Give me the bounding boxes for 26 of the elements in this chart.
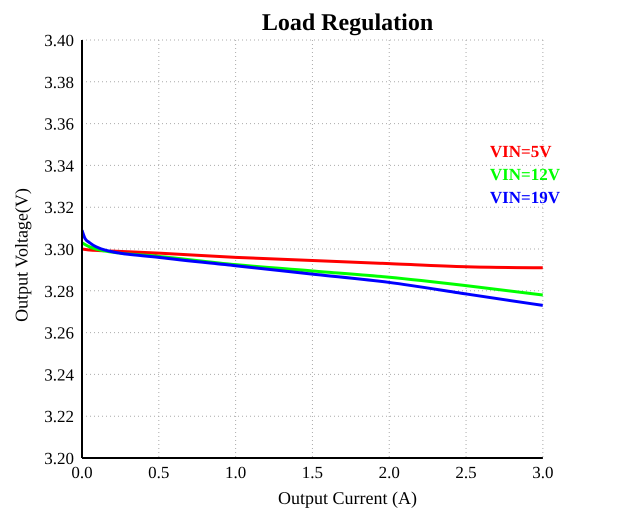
x-tick-label: 3.0 [532,463,554,482]
y-tick-label: 3.26 [44,324,74,343]
text: VIN=5V [490,141,552,163]
x-tick-label: 2.5 [455,463,477,482]
chart-title: Load Regulation [260,10,434,37]
y-tick-label: 3.32 [44,198,74,218]
y-tick-label: 3.40 [44,31,74,50]
y-axis-title: Output Voltage(V) [12,188,32,322]
y-tick-label: 3.28 [44,282,74,301]
text: VIN=12V [490,164,560,186]
x-tick-label: 1.5 [302,463,324,482]
y-tick-label: 3.38 [44,72,74,92]
y-tick-label: 3.34 [44,156,74,176]
x-tick-label: 0.5 [148,463,170,482]
x-tick-label: 0.0 [71,463,93,482]
text: VIN=19V [490,187,560,209]
y-tick-label: 3.20 [44,449,74,468]
x-tick-label: 1.0 [224,463,246,482]
line-series [82,248,543,270]
y-tick-label: 3.22 [44,407,74,426]
x-axis-title: Output Current (A) [277,488,418,509]
y-tick-label: 3.24 [44,365,74,384]
x-tick-label: 2.0 [378,463,400,482]
y-tick-label: 3.36 [44,114,74,134]
line-series [82,228,543,307]
y-tick-label: 3.30 [44,240,74,260]
